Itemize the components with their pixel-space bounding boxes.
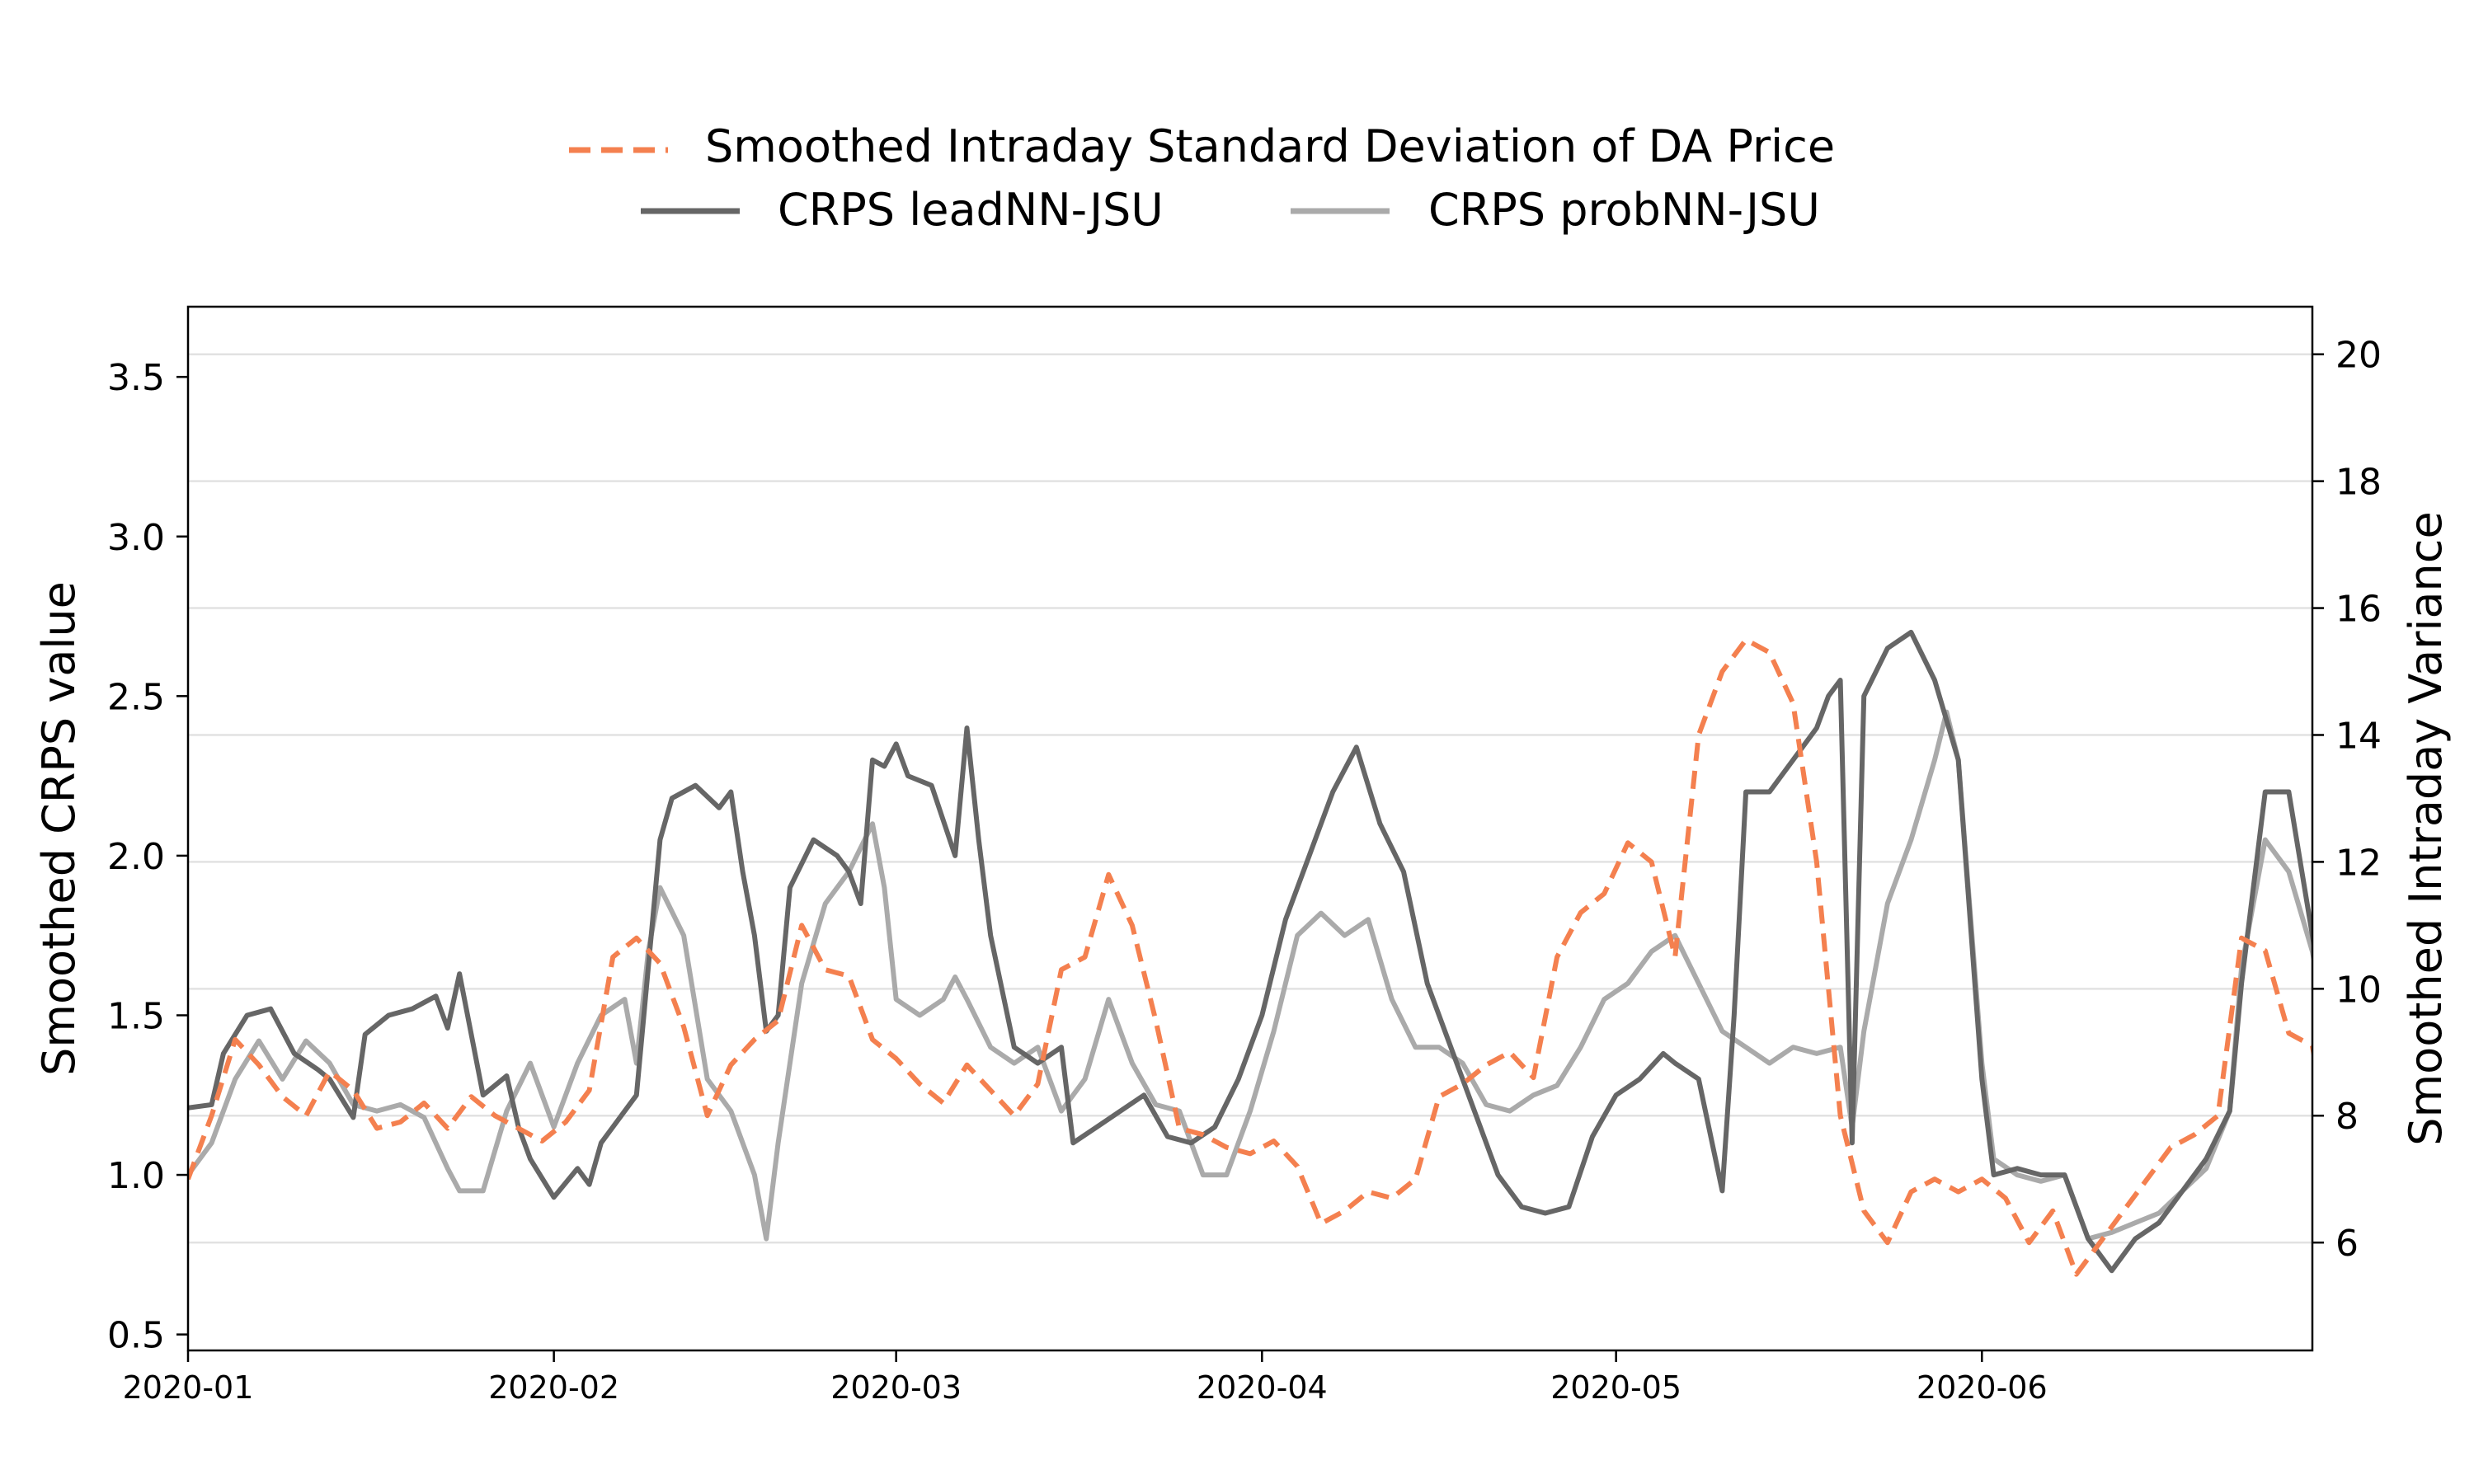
legend: Smoothed Intraday Standard Deviation of … — [569, 120, 1835, 236]
y-axis-right: 6 8 10 12 14 16 18 20 — [2312, 335, 2382, 1265]
y-right-tick-label-3: 12 — [2335, 842, 2382, 884]
y-left-tick-label-6: 3.5 — [107, 357, 165, 399]
legend-label-leadnn: CRPS leadNN-JSU — [778, 184, 1164, 236]
legend-label-probnn: CRPS probNN-JSU — [1428, 184, 1820, 236]
y-right-tick-label-6: 18 — [2335, 462, 2382, 504]
y-left-tick-label-5: 3.0 — [107, 517, 165, 559]
y-right-tick-label-4: 14 — [2335, 715, 2382, 757]
y-left-tick-label-3: 2.0 — [107, 836, 165, 878]
x-tick-label-2: 2020-03 — [830, 1369, 962, 1406]
y-left-tick-label-1: 1.0 — [107, 1155, 165, 1197]
plot-frame — [186, 305, 2314, 1352]
legend-label-std-dev: Smoothed Intraday Standard Deviation of … — [705, 120, 1835, 172]
y-right-tick-label-0: 6 — [2335, 1223, 2359, 1265]
x-tick-label-1: 2020-02 — [488, 1369, 619, 1406]
x-tick-label-4: 2020-05 — [1550, 1369, 1681, 1406]
y-axis-left-label: Smoothed CRPS value — [33, 581, 85, 1076]
x-tick-label-3: 2020-04 — [1197, 1369, 1328, 1406]
x-tick-label-5: 2020-06 — [1917, 1369, 2048, 1406]
y-right-tick-label-7: 20 — [2335, 335, 2382, 377]
y-left-tick-label-2: 1.5 — [107, 995, 165, 1037]
plot-series — [188, 629, 2312, 1277]
x-axis: 2020-01 2020-02 2020-03 2020-04 2020-05 2020-… — [123, 1350, 2048, 1406]
y-right-tick-label-2: 10 — [2335, 969, 2382, 1011]
y-left-tick-label-0: 0.5 — [107, 1315, 165, 1357]
y-right-tick-label-1: 8 — [2335, 1096, 2359, 1138]
y-right-tick-label-5: 16 — [2335, 589, 2382, 631]
x-tick-label-0: 2020-01 — [123, 1369, 254, 1406]
series-line-smoothed-intraday-standard-deviation-of-da-price — [188, 637, 2312, 1277]
y-left-tick-label-4: 2.5 — [107, 676, 165, 718]
y-axis-right-label: Smoothed Intraday Variance — [2400, 511, 2452, 1145]
series-line-crps-leadnn-jsu — [188, 629, 2312, 1274]
y-axis-left: 0.5 1.0 1.5 2.0 2.5 3.0 3.5 — [107, 357, 188, 1357]
